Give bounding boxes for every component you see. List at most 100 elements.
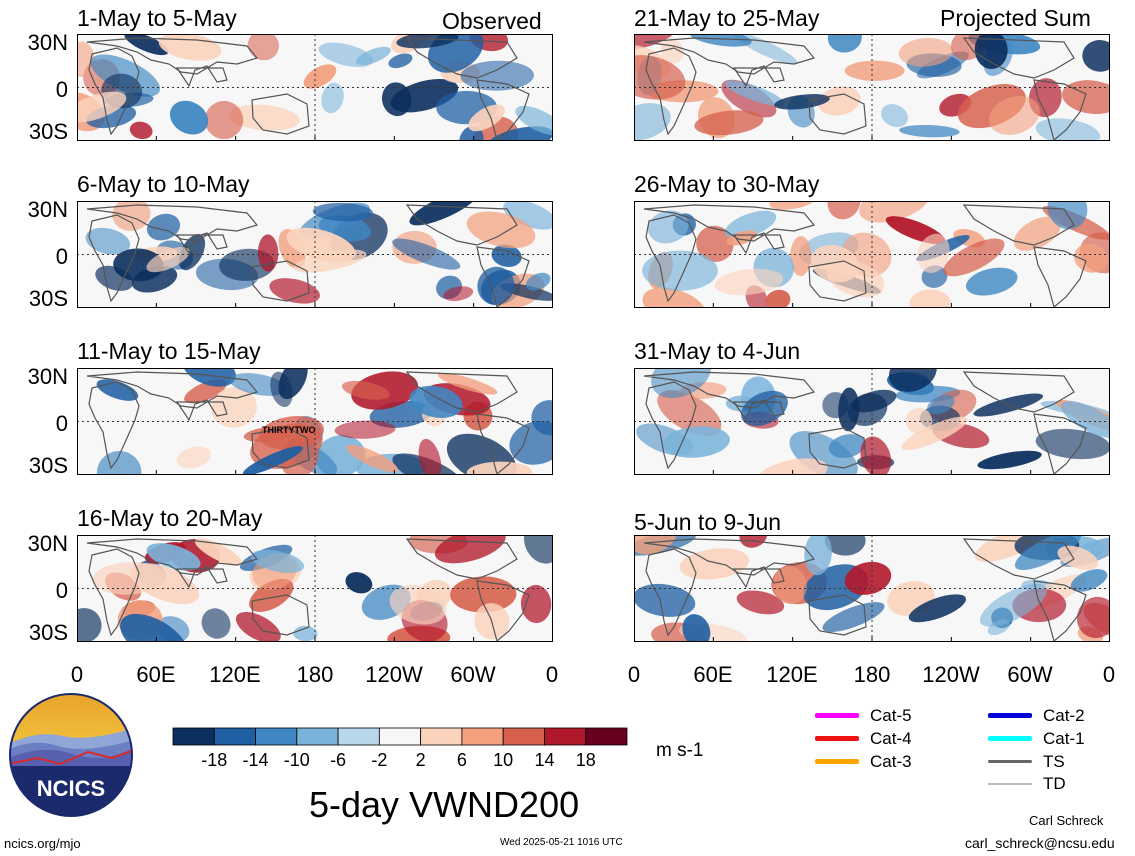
lat-label-0-panel-2: 0 [55,244,68,269]
anomaly-contour [917,233,950,273]
legend-line-ts [988,760,1032,763]
lon-label-120w-right: 120W [922,662,980,687]
anomaly-contour [96,450,142,475]
anomaly-contour [77,41,95,78]
lon-label-0-right: 0 [627,662,641,687]
coastline [645,47,697,136]
colorbar-tick-label: 2 [415,750,426,770]
coastline [251,594,310,636]
map-panel-6 [634,201,1110,308]
anomaly-contour [388,53,413,69]
legend-label-cat-5: Cat-5 [870,706,912,725]
anomaly-contour [235,611,281,642]
colorbar-swatch [544,727,587,746]
anomaly-contour [977,450,1042,470]
anomaly-contour [293,249,367,273]
legend-line-cat-4 [815,736,859,741]
anomaly-contour [888,368,937,392]
coastline [1033,79,1087,141]
coastline [962,371,1075,413]
anomaly-contour [169,100,209,135]
anomaly-contour [321,82,344,114]
anomaly-contour [176,446,212,469]
coastline [808,260,867,302]
anomaly-contour [500,283,553,301]
anomaly-contour [826,260,885,298]
colorbar-tick-label: 10 [493,750,514,770]
lat-label-30n-panel-1: 30N [27,30,68,55]
coastline [175,232,228,255]
anomaly-contour [77,91,127,123]
anomaly-contour [651,368,712,399]
timestamp: Wed 2025-05-21 1016 UTC [500,837,623,848]
anomaly-contour [634,583,696,617]
anomaly-contour [341,380,390,400]
coastline [732,232,785,255]
anomaly-contour [642,250,718,291]
anomaly-contour [851,389,897,413]
anomaly-contour [201,608,231,639]
anomaly-contour [901,416,968,451]
legend-label-td: TD [1043,774,1066,793]
anomaly-contour [1070,569,1108,592]
coastline [808,427,867,469]
colorbar-tick-label: 6 [456,750,467,770]
anomaly-contour [908,594,966,623]
colorbar-swatch [420,727,463,746]
author-email[interactable]: carl_schreck@ncsu.edu [965,835,1115,851]
observed-label: Observed [442,8,542,34]
anomaly-contour [860,436,892,475]
coastline [1033,246,1087,308]
lon-label-180-right: 180 [853,662,891,687]
coastline [1033,580,1087,642]
footer-url[interactable]: ncics.org/mjo [4,836,81,851]
main-title: 5-day VWND200 [309,784,580,825]
colorbar-tick-label: -10 [283,750,310,770]
anomaly-contour [418,438,442,475]
colorbar-tick-label: -6 [330,750,347,770]
lon-label-0-end: 0 [545,662,559,687]
anomaly-contour [844,60,905,81]
anomaly-contour [824,535,866,556]
coastline [405,204,518,246]
anomaly-contour [242,446,303,475]
anomaly-contour [211,387,257,428]
colorbar-swatch [296,727,339,746]
panel-title-8: 5-Jun to 9-Jun [634,509,782,535]
anomaly-contour [838,387,860,432]
anomaly-contour [1060,400,1110,438]
projected-sum-label: Projected Sum [940,5,1091,31]
anomaly-contour [228,104,300,131]
anomaly-contour [679,548,750,580]
map-panel-2 [77,201,553,308]
anomaly-contour [817,86,861,116]
lon-label-0-right-end: 0 [1102,662,1116,687]
anomaly-contour [1074,243,1109,273]
anomaly-contour [460,60,534,91]
coastline [808,594,867,636]
anomaly-contour [146,213,181,241]
anomaly-contour [130,563,200,605]
anomaly-contour [844,561,892,595]
legend-line-td [988,783,1032,785]
coastline [88,381,140,470]
anomaly-contour [250,549,305,573]
anomaly-contour [146,543,201,571]
panel-title-2: 6-May to 10-May [77,171,250,197]
anomaly-contour [682,614,711,642]
anomaly-contour [466,211,536,249]
legend-label-cat-3: Cat-3 [870,752,912,771]
anomaly-contour [409,201,479,226]
lon-label-120e-right: 120E [766,662,818,687]
anomaly-contour [774,94,830,110]
colorbar-tick-label: -14 [242,750,269,770]
lat-label-30s-panel-4: 30S [28,620,68,645]
coastline [175,65,228,88]
ncics-logo: NCICS [9,693,133,817]
anomaly-contour [523,535,553,564]
colorbar-swatch [337,727,380,746]
legend-line-cat-5 [815,713,859,718]
anomaly-contour [269,278,320,304]
anomaly-contour [634,103,671,141]
legend-line-cat-1 [988,736,1032,741]
